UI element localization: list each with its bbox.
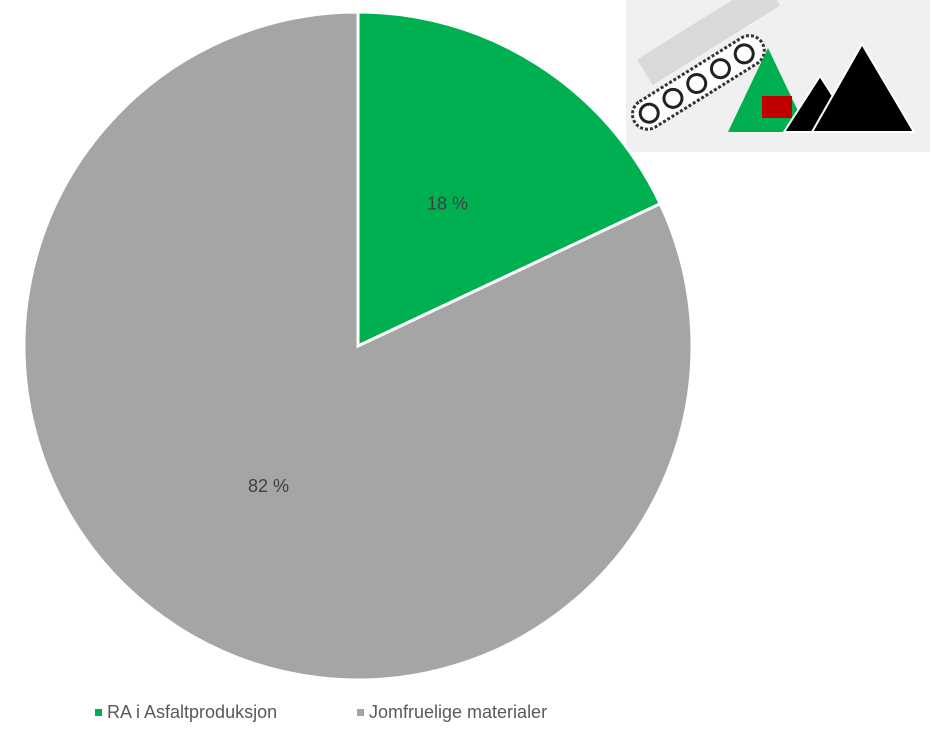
legend-swatch <box>95 709 102 716</box>
illustration <box>626 0 930 152</box>
legend-label: RA i Asfaltproduksjon <box>107 702 277 722</box>
mountain <box>810 42 916 133</box>
data-label: 18 % <box>427 194 468 214</box>
conveyor <box>631 0 781 131</box>
legend-label: Jomfruelige materialer <box>369 702 547 722</box>
data-label: 82 % <box>248 476 289 496</box>
pie-slice <box>356 10 663 349</box>
legend-swatch <box>357 709 364 716</box>
pie-slice <box>22 10 694 682</box>
logo <box>762 96 792 118</box>
